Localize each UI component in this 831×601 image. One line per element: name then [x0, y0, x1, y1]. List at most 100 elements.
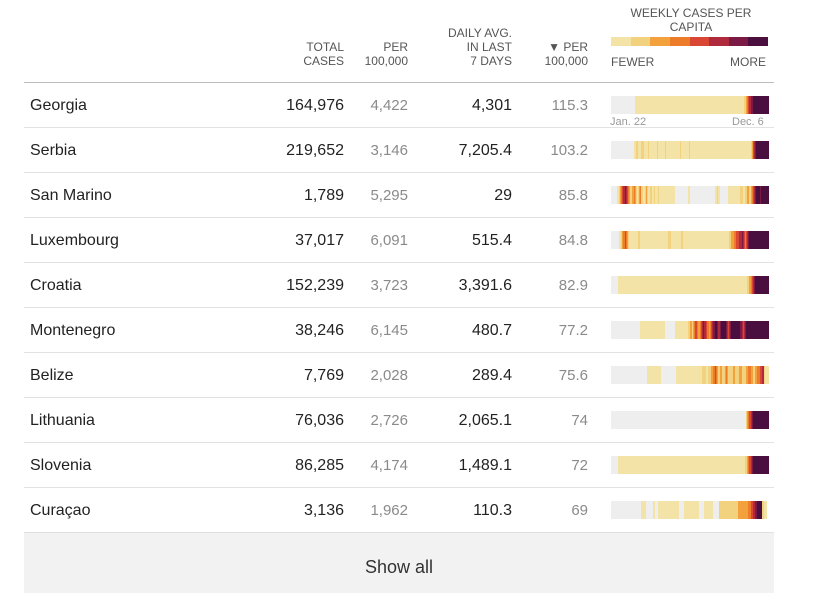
heat-strip-segment [661, 456, 663, 474]
heat-strip-segment [728, 186, 730, 204]
heat-strip-segment [707, 141, 709, 159]
heat-strip-segment [677, 186, 679, 204]
heat-strip-segment [699, 141, 701, 159]
heat-strip-segment [722, 141, 724, 159]
heat-strip-segment [702, 141, 704, 159]
heat-strip-segment [672, 501, 674, 519]
table-row[interactable]: Lithuania 76,036 2,726 2,065.1 74 [24, 398, 774, 443]
heat-strip-segment [740, 501, 742, 519]
header-daily-per-100k-sorted[interactable]: ▼ PER 100,000 [544, 40, 588, 68]
header-total-cases[interactable]: TOTAL CASES [303, 40, 344, 68]
heat-strip-segment [677, 456, 679, 474]
heat-strip-segment [635, 501, 637, 519]
heat-strip-segment [667, 411, 669, 429]
heat-strip-segment [653, 186, 655, 204]
table-row[interactable]: Montenegro 38,246 6,145 480.7 77.2 [24, 308, 774, 353]
heat-strip-segment [635, 141, 637, 159]
table-row[interactable]: Belize 7,769 2,028 289.4 75.6 [24, 353, 774, 398]
heat-strip-segment [723, 276, 725, 294]
heat-strip-segment [658, 456, 660, 474]
heat-strip-segment [668, 321, 670, 339]
heat-strip-segment [739, 186, 741, 204]
heat-strip-segment [697, 186, 699, 204]
heat-strip-segment [612, 231, 614, 249]
heat-strip-segment [704, 411, 706, 429]
heat-strip-segment [668, 456, 670, 474]
legend-color-swatch [748, 37, 768, 46]
heat-strip-segment [725, 141, 727, 159]
heat-strip-segment [654, 231, 656, 249]
heat-strip-segment [615, 366, 617, 384]
heat-strip-segment [717, 141, 719, 159]
heat-strip-segment [762, 276, 764, 294]
table-row[interactable]: Slovenia 86,285 4,174 1,489.1 72 [24, 443, 774, 488]
heat-strip-segment [743, 276, 745, 294]
show-all-button[interactable]: Show all [24, 532, 774, 593]
heat-strip-segment [732, 321, 734, 339]
heat-strip-segment [629, 231, 631, 249]
heat-strip-segment [703, 276, 705, 294]
heat-strip-segment [651, 456, 653, 474]
heat-strip-segment [696, 96, 698, 114]
heat-strip-segment [643, 141, 645, 159]
heat-strip-segment [704, 141, 706, 159]
heat-strip-segment [726, 141, 728, 159]
heat-strip-segment [704, 276, 706, 294]
heat-strip-segment [639, 231, 641, 249]
heat-strip-segment [714, 411, 716, 429]
heat-strip-segment [701, 276, 703, 294]
heat-strip-segment [749, 411, 751, 429]
heat-strip-segment [611, 186, 613, 204]
heat-strip-segment [652, 411, 654, 429]
heat-strip-segment [759, 186, 761, 204]
heat-strip-segment [662, 411, 664, 429]
heat-strip-segment [737, 231, 739, 249]
table-row[interactable]: Croatia 152,239 3,723 3,391.6 82.9 [24, 263, 774, 308]
heat-strip-segment [734, 141, 736, 159]
heat-strip-segment [616, 96, 618, 114]
heat-strip-segment [686, 411, 688, 429]
table-row[interactable]: Serbia 219,652 3,146 7,205.4 103.2 [24, 128, 774, 173]
heat-strip-segment [766, 141, 768, 159]
heat-strip-segment [657, 501, 659, 519]
heat-strip-segment [666, 186, 668, 204]
heat-strip-segment [693, 276, 695, 294]
heat-strip-segment [739, 501, 741, 519]
heat-strip-segment [667, 276, 669, 294]
heat-strip-segment [762, 411, 764, 429]
table-row[interactable]: Curaçao 3,136 1,962 110.3 69 [24, 488, 774, 533]
heat-strip-segment [705, 501, 707, 519]
heat-strip-segment [688, 456, 690, 474]
heat-strip-segment [717, 456, 719, 474]
strip-end-date: Dec. 6 [732, 116, 764, 128]
heat-strip-segment [668, 231, 670, 249]
table-row[interactable]: San Marino 1,789 5,295 29 85.8 [24, 173, 774, 218]
heat-strip-segment [635, 231, 637, 249]
table-row[interactable]: Georgia 164,976 4,422 4,301 115.3 Jan. 22 Dec.… [24, 83, 774, 128]
heat-strip-segment [617, 321, 619, 339]
daily-per-100k-value: 103.2 [550, 142, 588, 159]
heat-strip-segment [685, 231, 687, 249]
table-row[interactable]: Luxembourg 37,017 6,091 515.4 84.8 [24, 218, 774, 263]
heat-strip-segment [731, 231, 733, 249]
heat-strip-segment [627, 411, 629, 429]
heat-strip-segment [730, 411, 732, 429]
heat-strip-segment [623, 411, 625, 429]
heat-strip-segment [715, 186, 717, 204]
header-per-100k[interactable]: PER 100,000 [364, 40, 408, 68]
heat-strip-segment [644, 231, 646, 249]
heat-strip-segment [626, 276, 628, 294]
heat-strip-segment [652, 276, 654, 294]
heat-strip-segment [686, 456, 688, 474]
heat-strip-segment [715, 231, 717, 249]
heat-strip-segment [750, 366, 752, 384]
heat-strip-segment [742, 366, 744, 384]
heat-strip-segment [675, 501, 677, 519]
heat-strip-segment [742, 141, 744, 159]
header-daily-avg[interactable]: DAILY AVG. IN LAST 7 DAYS [447, 26, 512, 68]
heat-strip-segment [743, 456, 745, 474]
heat-strip-segment [730, 321, 732, 339]
heat-strip-segment [732, 141, 734, 159]
heat-strip-segment [639, 186, 641, 204]
heat-strip-segment [613, 456, 615, 474]
